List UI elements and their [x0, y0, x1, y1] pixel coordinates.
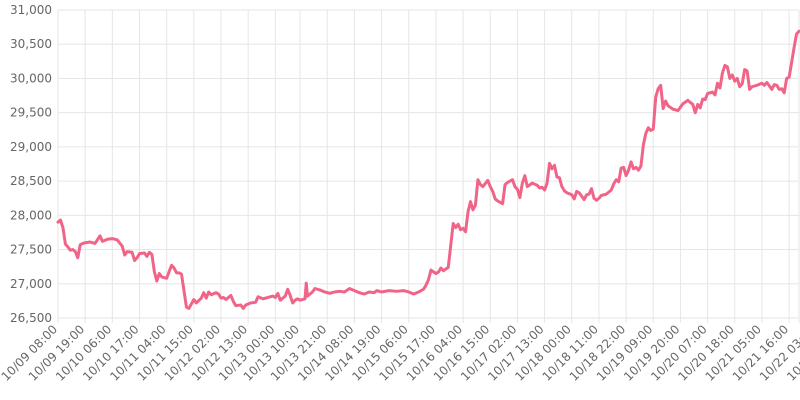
y-tick-label: 29,500: [10, 106, 52, 120]
y-tick-label: 27,000: [10, 277, 52, 291]
y-axis-tick-labels: 26,500 27,000 27,500 28,000 28,500 29,000 29,5…: [10, 3, 52, 325]
series-layer: [56, 29, 800, 310]
series-line: [56, 29, 800, 310]
y-tick-label: 30,000: [10, 71, 52, 85]
grid: [57, 9, 800, 323]
y-tick-label: 29,000: [10, 140, 52, 154]
y-tick-label: 31,000: [10, 3, 52, 17]
y-tick-label: 27,500: [10, 243, 52, 257]
y-tick-label: 30,500: [10, 37, 52, 51]
y-tick-label: 28,500: [10, 174, 52, 188]
y-tick-label: 28,000: [10, 208, 52, 222]
y-tick-label: 26,500: [10, 311, 52, 325]
